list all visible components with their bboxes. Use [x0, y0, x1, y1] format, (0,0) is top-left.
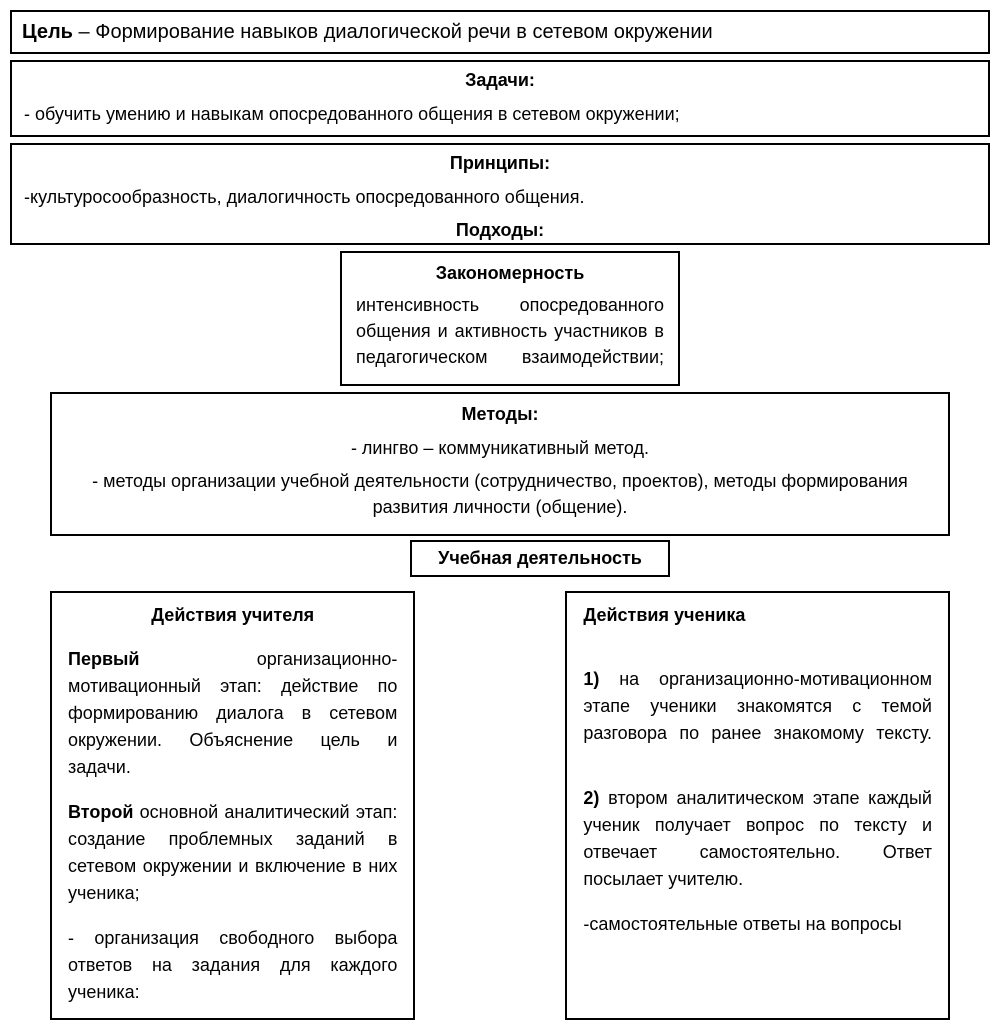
principles-heading: Принципы: — [24, 153, 976, 174]
teacher-actions-box: Действия учителя Первый организационно-м… — [50, 591, 415, 1020]
tasks-item: - обучить умению и навыкам опосредованно… — [24, 101, 976, 127]
teacher-p3: - организация свободного выбора ответов … — [68, 925, 397, 1006]
approaches-heading: Подходы: — [24, 220, 976, 241]
methods-heading: Методы: — [66, 404, 934, 425]
methods-item1: - лингво – коммуникативный метод. — [66, 435, 934, 461]
principles-item: -культуросообразность, диалогичность опо… — [24, 184, 976, 210]
goal-box: Цель – Формирование навыков диалогическо… — [10, 10, 990, 54]
student-p1-rest: на организационно-мотивационном этапе уч… — [583, 669, 932, 743]
student-p1-bold: 1) — [583, 669, 599, 689]
goal-label: Цель — [22, 21, 73, 43]
student-p3: -самостоятельные ответы на вопросы — [583, 911, 932, 938]
teacher-p1-bold: Первый — [68, 649, 139, 669]
actions-row: Действия учителя Первый организационно-м… — [10, 591, 990, 1020]
activity-label: Учебная деятельность — [410, 540, 670, 577]
regularity-text: интенсивность опосредованного общения и … — [356, 292, 664, 370]
student-p2: 2) втором аналитическом этапе каждый уче… — [583, 785, 932, 893]
tasks-heading: Задачи: — [24, 70, 976, 91]
regularity-box: Закономерность интенсивность опосредован… — [340, 251, 680, 386]
regularity-heading: Закономерность — [356, 263, 664, 284]
methods-box: Методы: - лингво – коммуникативный метод… — [50, 392, 950, 535]
student-p2-rest: втором аналитическом этапе каждый ученик… — [583, 788, 932, 889]
principles-box: Принципы: -культуросообразность, диалоги… — [10, 143, 990, 245]
student-p1: 1) на организационно-мотивационном этапе… — [583, 666, 932, 747]
teacher-p2-bold: Второй — [68, 802, 133, 822]
student-actions-box: Действия ученика 1) на организационно-мо… — [565, 591, 950, 1020]
student-p2-bold: 2) — [583, 788, 599, 808]
goal-text: Формирование навыков диалогической речи … — [95, 21, 712, 43]
tasks-box: Задачи: - обучить умению и навыкам опоср… — [10, 60, 990, 137]
goal-dash: – — [73, 21, 95, 43]
teacher-p1: Первый организационно-мотивационный этап… — [68, 646, 397, 781]
teacher-p2: Второй основной аналитический этап: созд… — [68, 799, 397, 907]
methods-item2: - методы организации учебной деятельност… — [66, 468, 934, 520]
teacher-heading: Действия учителя — [68, 605, 397, 626]
student-heading: Действия ученика — [583, 605, 932, 626]
